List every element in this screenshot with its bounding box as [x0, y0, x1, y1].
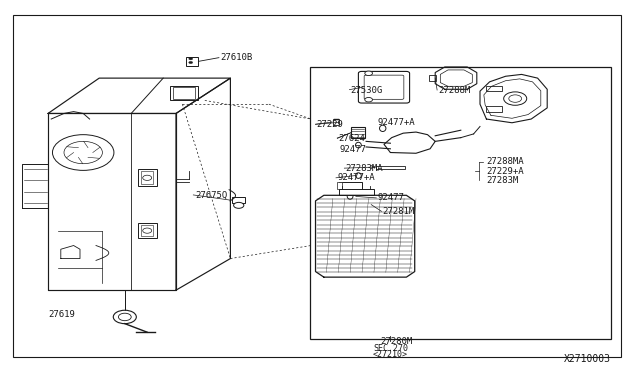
- Text: 92477+A: 92477+A: [337, 173, 375, 182]
- Bar: [339, 189, 374, 195]
- Circle shape: [118, 313, 131, 321]
- Circle shape: [509, 95, 522, 102]
- Bar: [486, 86, 502, 91]
- Bar: [339, 182, 362, 190]
- Bar: [333, 119, 339, 125]
- Circle shape: [189, 58, 193, 60]
- Circle shape: [365, 71, 372, 76]
- Circle shape: [113, 310, 136, 324]
- Bar: [141, 225, 153, 236]
- Bar: [337, 182, 342, 189]
- Text: 92477: 92477: [339, 145, 366, 154]
- Bar: [429, 75, 436, 81]
- Ellipse shape: [356, 142, 362, 148]
- Bar: [486, 106, 502, 112]
- Circle shape: [234, 202, 244, 208]
- Bar: [376, 166, 405, 169]
- Text: <27210>: <27210>: [373, 350, 408, 359]
- Circle shape: [365, 97, 372, 102]
- Text: 27610B: 27610B: [221, 53, 253, 62]
- Circle shape: [189, 61, 193, 64]
- Text: 27288M: 27288M: [438, 86, 470, 94]
- Text: 27229: 27229: [317, 120, 344, 129]
- Text: 92477+A: 92477+A: [378, 118, 415, 127]
- Text: 27280M: 27280M: [381, 337, 413, 346]
- Circle shape: [504, 92, 527, 105]
- Text: 27281M: 27281M: [383, 207, 415, 216]
- Bar: [186, 57, 198, 66]
- Text: 92477: 92477: [378, 193, 404, 202]
- Ellipse shape: [356, 173, 362, 179]
- Text: 27229+A: 27229+A: [486, 167, 524, 176]
- Text: 27283MA: 27283MA: [346, 164, 383, 173]
- FancyBboxPatch shape: [358, 71, 410, 103]
- Text: 27283M: 27283M: [486, 176, 518, 185]
- Bar: [232, 197, 245, 203]
- Bar: [138, 169, 157, 186]
- Bar: [310, 67, 611, 339]
- Ellipse shape: [348, 193, 353, 199]
- Text: SEC.270: SEC.270: [373, 344, 408, 353]
- Text: X2710003: X2710003: [564, 354, 611, 364]
- Text: 27288MA: 27288MA: [486, 157, 524, 166]
- Text: 27619: 27619: [48, 310, 75, 319]
- Bar: [141, 171, 153, 184]
- Bar: [170, 86, 198, 100]
- Text: 27530G: 27530G: [351, 86, 383, 94]
- Bar: [138, 223, 157, 238]
- Bar: [351, 127, 365, 138]
- FancyBboxPatch shape: [364, 75, 404, 99]
- Ellipse shape: [380, 125, 386, 132]
- Text: 27624: 27624: [338, 134, 365, 143]
- Text: 27675Q: 27675Q: [195, 191, 227, 200]
- Bar: [173, 87, 195, 99]
